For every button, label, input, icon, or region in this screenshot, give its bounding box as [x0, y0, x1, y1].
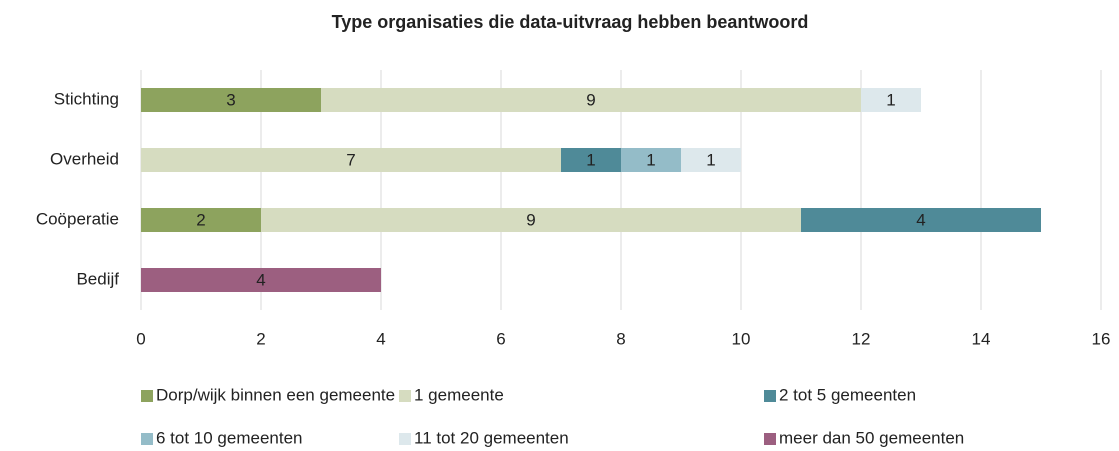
x-tick-label: 4 — [376, 329, 385, 348]
bar-segment — [141, 148, 561, 172]
data-label: 3 — [226, 90, 235, 109]
legend-label: meer dan 50 gemeenten — [779, 428, 964, 447]
x-tick-label: 6 — [496, 329, 505, 348]
x-tick-label: 14 — [972, 329, 991, 348]
x-tick-label: 10 — [732, 329, 751, 348]
legend-label: 1 gemeente — [414, 385, 504, 404]
data-label: 4 — [916, 210, 925, 229]
data-label: 1 — [706, 150, 715, 169]
bar-segment — [621, 148, 681, 172]
bar-segment — [141, 208, 261, 232]
y-tick-label: Coöperatie — [36, 209, 119, 228]
data-label: 4 — [256, 270, 265, 289]
legend-swatch — [399, 390, 411, 402]
bar-segment — [261, 208, 801, 232]
data-label: 9 — [586, 90, 595, 109]
bar-segment — [801, 208, 1041, 232]
bar-segment — [321, 88, 861, 112]
data-label: 1 — [586, 150, 595, 169]
data-label: 7 — [346, 150, 355, 169]
x-tick-label: 2 — [256, 329, 265, 348]
chart-title: Type organisaties die data-uitvraag hebb… — [332, 12, 809, 32]
y-tick-label: Bedijf — [76, 269, 119, 288]
data-label: 9 — [526, 210, 535, 229]
legend-swatch — [764, 433, 776, 445]
data-label: 2 — [196, 210, 205, 229]
legend-label: Dorp/wijk binnen een gemeente — [156, 385, 395, 404]
x-tick-label: 16 — [1092, 329, 1111, 348]
legend-swatch — [399, 433, 411, 445]
y-tick-label: Stichting — [54, 89, 119, 108]
bar-segment — [561, 148, 621, 172]
legend-swatch — [141, 433, 153, 445]
bar-segment — [141, 88, 321, 112]
data-label: 1 — [646, 150, 655, 169]
y-tick-label: Overheid — [50, 149, 119, 168]
legend-label: 2 tot 5 gemeenten — [779, 385, 916, 404]
legend-swatch — [141, 390, 153, 402]
x-tick-label: 12 — [852, 329, 871, 348]
bar-segment — [141, 268, 381, 292]
bar-segment — [861, 88, 921, 112]
x-tick-label: 8 — [616, 329, 625, 348]
bar-segment — [681, 148, 741, 172]
data-label: 1 — [886, 90, 895, 109]
legend-swatch — [764, 390, 776, 402]
legend-label: 11 tot 20 gemeenten — [414, 428, 569, 447]
legend-label: 6 tot 10 gemeenten — [156, 428, 303, 447]
x-tick-label: 0 — [136, 329, 145, 348]
